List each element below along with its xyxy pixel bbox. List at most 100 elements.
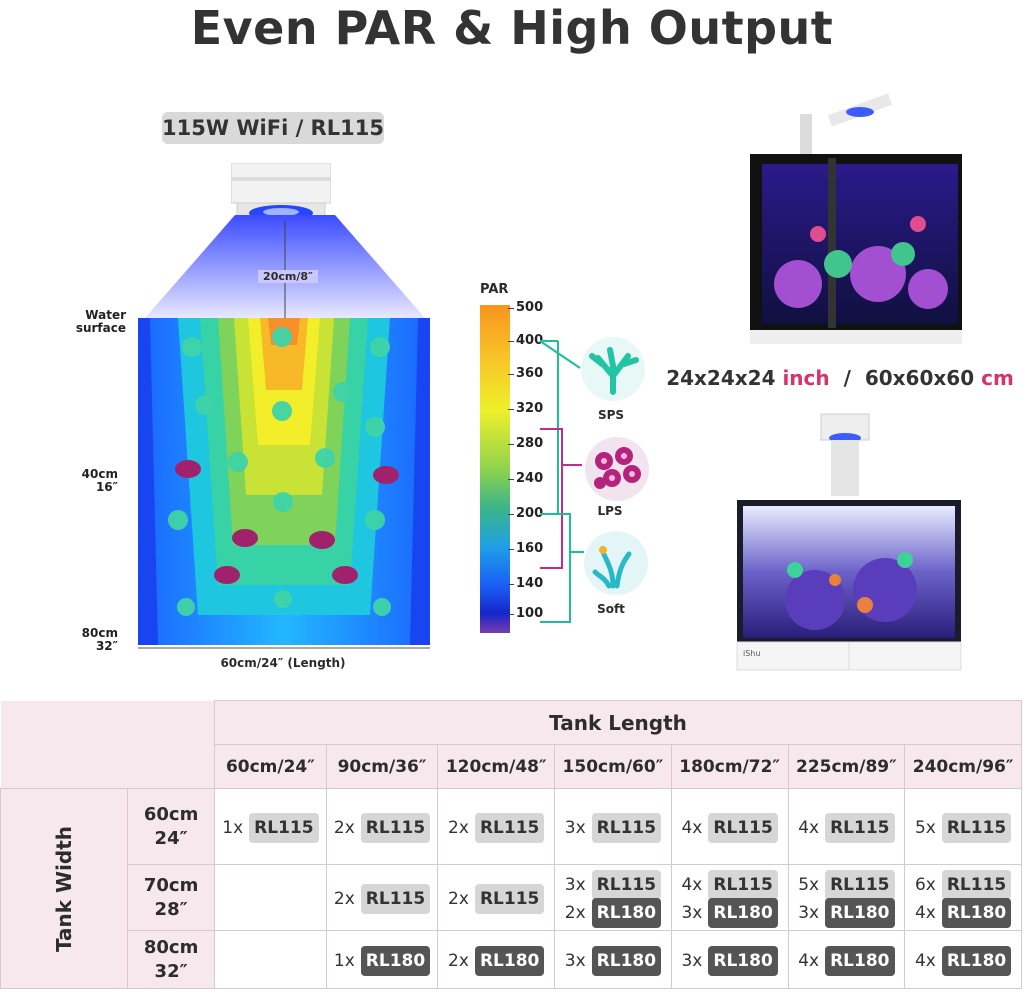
fixture-count: 3x: [681, 950, 703, 971]
par-tick-mark: [508, 479, 514, 480]
par-tick-label: 280: [516, 436, 544, 451]
fixture-entry: 6x RL115: [905, 869, 1021, 900]
fixture-count-cell: 1x RL115: [214, 788, 327, 865]
fixture-entry: 1x RL115: [215, 812, 326, 843]
tank-length-header: Tank Length: [214, 700, 1022, 745]
fixture-model-badge: RL180: [591, 945, 662, 976]
fixture-count-cell: 5x RL115: [904, 788, 1022, 865]
par-scale-title: PAR: [480, 282, 509, 297]
fixture-count: 3x: [564, 817, 586, 838]
fixture-count: 5x: [914, 817, 936, 838]
recommendation-table: Tank Length 60cm/24″ 90cm/36″ 120cm/48″ 150…: [0, 700, 1022, 992]
width-row-header: 80cm 32″: [127, 930, 216, 989]
fixture-count-cell: 2x RL115: [437, 864, 556, 931]
width-label: 24″: [154, 827, 188, 849]
par-tick-label: 500: [516, 300, 544, 315]
fixture-count-cell: 2x RL115: [325, 864, 439, 931]
fixture-entry: 2x RL115: [327, 883, 438, 914]
fixture-entry: 2x RL180: [555, 897, 671, 928]
tank-length-label: 60cm/24″ (Length): [220, 656, 346, 670]
page-title: Even PAR & High Output: [190, 1, 834, 55]
width-row-header: 60cm 24″: [127, 788, 216, 865]
fixture-model-badge: RL115: [360, 883, 431, 914]
par-tick-label: 160: [516, 541, 544, 556]
fixture-count-cell: 3x RL180: [554, 930, 672, 989]
fixture-entry: 5x RL115: [905, 812, 1021, 843]
fixture-count: 6x: [914, 874, 936, 895]
sps-label: SPS: [597, 408, 625, 422]
tank-width-header: Tank Width: [0, 788, 129, 989]
model-tag: 115W WiFi / RL115: [162, 112, 384, 144]
fixture-entry: 4x RL180: [905, 897, 1021, 928]
fixture-model-badge: RL180: [825, 945, 895, 976]
length-col-header: 90cm/36″: [325, 744, 439, 789]
par-tick-label: 400: [516, 333, 544, 348]
fixture-count-cell: 4x RL180: [904, 930, 1022, 989]
fixture-count-cell: 6x RL115 4x RL180: [904, 864, 1022, 931]
sps-coral-icon: [581, 337, 645, 401]
length-header-row: 60cm/24″ 90cm/36″ 120cm/48″ 150cm/60″ 180cm/…: [1, 744, 1022, 789]
fixture-entry: 3x RL115: [555, 869, 671, 900]
par-tick-mark: [508, 308, 514, 309]
fixture-model-badge: RL115: [825, 869, 895, 900]
fixture-count: 2x: [448, 950, 469, 971]
coral-range-brackets: [540, 340, 584, 623]
soft-label: Soft: [597, 602, 625, 616]
fixture-count-cell: 4x RL115: [787, 788, 906, 865]
par-tick-label: 100: [516, 606, 544, 621]
fixture-count: 3x: [564, 874, 586, 895]
fixture-entry: 2x RL115: [438, 883, 554, 914]
par-tick-mark: [508, 549, 514, 550]
fixture-count: 2x: [448, 817, 469, 838]
width-label: 32″: [154, 960, 188, 982]
fixture-count-cell: 4x RL115: [670, 788, 789, 865]
fixture-count: 2x: [333, 817, 355, 838]
fixture-count: 3x: [681, 902, 703, 923]
par-tick-mark: [508, 444, 514, 445]
fixture-model-badge: RL180: [474, 945, 545, 976]
depth-80-label: 80cm 32″: [81, 626, 118, 653]
fixture-model-badge: RL115: [941, 869, 1012, 900]
table-row: 70cm 28″ 2x RL115 2x RL115 3x RL115 2x RL180 4x RL1…: [1, 864, 1022, 931]
fixture-count-cell: 3x RL115 2x RL180: [554, 864, 672, 931]
par-tick-mark: [508, 614, 514, 615]
fixture-entry: 4x RL180: [905, 945, 1021, 976]
fixture-count-cell: 4x RL180: [787, 930, 906, 989]
fixture-count-cell: 2x RL180: [437, 930, 556, 989]
width-label: 70cm: [143, 874, 199, 896]
fixture-height-label: 20cm/8″: [258, 270, 318, 283]
par-tick-label: 360: [516, 366, 544, 381]
fixture-entry: 3x RL180: [789, 897, 905, 928]
fixture-model-badge: RL115: [474, 812, 545, 843]
fixture-entry: 4x RL115: [672, 869, 788, 900]
par-tick-label: 320: [516, 401, 544, 416]
par-tick-label: 140: [516, 576, 544, 591]
fixture-count-cell: 3x RL115: [554, 788, 672, 865]
par-tick-label: 200: [516, 506, 544, 521]
par-distribution-diagram: [138, 215, 430, 649]
fixture-entry: 2x RL115: [438, 812, 554, 843]
depth-40-label: 40cm 16″: [81, 467, 118, 494]
tank-width-header-label: Tank Width: [52, 825, 77, 952]
fixture-entry: 4x RL115: [672, 812, 788, 843]
fixture-count: 2x: [448, 888, 469, 909]
light-fixture-icon: [231, 163, 331, 221]
water-surface-label: Water surface: [75, 308, 126, 335]
lps-label: LPS: [597, 504, 623, 518]
soft-coral-icon: [584, 531, 648, 595]
table-row: 80cm 32″ 1x RL180 2x RL180 3x RL180 3x RL180 4x RL1…: [1, 930, 1022, 989]
fixture-entry: 2x RL115: [327, 812, 438, 843]
fixture-entry: 3x RL180: [672, 897, 788, 928]
fixture-model-badge: RL115: [474, 883, 545, 914]
tank-brand-label: iShu: [743, 649, 760, 658]
fixture-model-badge: RL115: [591, 869, 662, 900]
fixture-entry: 5x RL115: [789, 869, 905, 900]
fixture-model-badge: RL180: [360, 945, 431, 976]
tank-dimensions: 24x24x24 inch / 60x60x60 cm: [666, 366, 1014, 390]
fixture-model-badge: RL115: [360, 812, 431, 843]
fixture-entry: 3x RL180: [555, 945, 671, 976]
fixture-count-cell: 1x RL180: [325, 930, 439, 989]
fixture-model-badge: RL115: [249, 812, 319, 843]
width-row-header: 70cm 28″: [127, 864, 216, 931]
fixture-count-cell: 2x RL115: [437, 788, 556, 865]
